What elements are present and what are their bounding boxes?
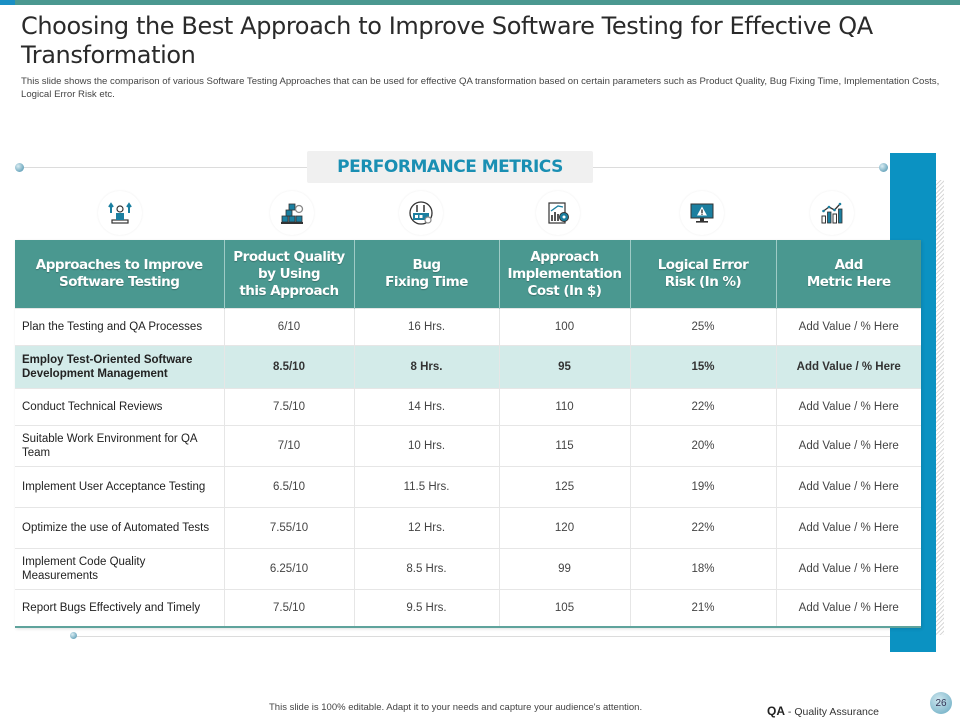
slide-subtitle: This slide shows the comparison of vario…	[21, 76, 940, 100]
cell-metric: Add Value / % Here	[775, 425, 921, 467]
cell-metric: Add Value / % Here	[775, 345, 921, 389]
cell-risk: 25%	[629, 308, 776, 346]
table-header-row: Approaches to Improve Software Testing P…	[15, 240, 921, 309]
header-add-metric: Add Metric Here	[775, 240, 921, 309]
cell-quality: 6/10	[223, 308, 354, 346]
table-row: Optimize the use of Automated Tests 7.55…	[15, 507, 921, 549]
header-bug-fixing-time: Bug Fixing Time	[353, 240, 499, 309]
header-logical-error-risk: Logical Error Risk (In %)	[629, 240, 776, 309]
header-approach: Approaches to Improve Software Testing	[15, 240, 224, 309]
cell-cost: 120	[498, 507, 630, 549]
cell-quality: 6.25/10	[223, 548, 354, 590]
table-row: Suitable Work Environment for QA Team 7/…	[15, 425, 921, 467]
table-row-highlighted: Employ Test-Oriented Software Developmen…	[15, 345, 921, 389]
slide-title: Choosing the Best Approach to Improve So…	[21, 12, 873, 69]
cell-approach: Implement Code Quality Measurements	[15, 548, 224, 590]
cell-approach: Report Bugs Effectively and Timely	[15, 589, 224, 627]
person-growth-icon	[98, 191, 142, 235]
table-row: Implement Code Quality Measurements 6.25…	[15, 548, 921, 590]
header-product-quality: Product Quality by Using this Approach	[223, 240, 354, 309]
cell-quality: 7.5/10	[223, 589, 354, 627]
bottom-divider-line	[76, 636, 890, 637]
cell-metric: Add Value / % Here	[775, 507, 921, 549]
top-accent-bar	[0, 0, 960, 5]
cell-quality: 6.5/10	[223, 466, 354, 508]
cell-risk: 22%	[629, 507, 776, 549]
footer-brand-abbr: QA	[767, 704, 785, 718]
bullet-dot-left	[15, 163, 24, 172]
table-row: Conduct Technical Reviews 7.5/10 14 Hrs.…	[15, 388, 921, 426]
cell-bug-time: 14 Hrs.	[353, 388, 499, 426]
cell-risk: 19%	[629, 466, 776, 508]
cell-quality: 7/10	[223, 425, 354, 467]
page-number-badge: 26	[930, 692, 952, 714]
cell-approach: Suitable Work Environment for QA Team	[15, 425, 224, 467]
top-accent-tab	[0, 0, 15, 5]
cell-risk: 21%	[629, 589, 776, 627]
cell-risk: 18%	[629, 548, 776, 590]
bottom-bullet-dot	[70, 632, 77, 639]
decorative-hatch	[936, 180, 944, 635]
table-row: Implement User Acceptance Testing 6.5/10…	[15, 466, 921, 508]
monitor-warning-icon	[680, 191, 724, 235]
cell-quality: 7.55/10	[223, 507, 354, 549]
bullet-dot-right	[879, 163, 888, 172]
cell-bug-time: 16 Hrs.	[353, 308, 499, 346]
cell-approach: Plan the Testing and QA Processes	[15, 308, 224, 346]
cell-risk: 20%	[629, 425, 776, 467]
header-implementation-cost: Approach Implementation Cost (In $)	[498, 240, 630, 309]
table-row: Plan the Testing and QA Processes 6/10 1…	[15, 308, 921, 346]
cell-cost: 125	[498, 466, 630, 508]
tools-gear-icon	[399, 191, 443, 235]
footer-note: This slide is 100% editable. Adapt it to…	[269, 702, 643, 713]
cell-cost: 95	[498, 345, 630, 389]
cell-bug-time: 11.5 Hrs.	[353, 466, 499, 508]
cell-cost: 110	[498, 388, 630, 426]
cell-metric: Add Value / % Here	[775, 308, 921, 346]
cell-bug-time: 8.5 Hrs.	[353, 548, 499, 590]
cell-quality: 8.5/10	[223, 345, 354, 389]
cell-approach: Conduct Technical Reviews	[15, 388, 224, 426]
cell-bug-time: 8 Hrs.	[353, 345, 499, 389]
cell-cost: 105	[498, 589, 630, 627]
cell-cost: 100	[498, 308, 630, 346]
boxes-gear-icon	[270, 191, 314, 235]
footer-brand: QA - Quality Assurance	[767, 704, 879, 718]
approach-comparison-table: Approaches to Improve Software Testing P…	[15, 240, 921, 628]
footer-brand-text: - Quality Assurance	[785, 706, 879, 718]
divider-line-right	[593, 167, 883, 168]
cell-metric: Add Value / % Here	[775, 466, 921, 508]
cell-approach: Employ Test-Oriented Software Developmen…	[15, 345, 224, 389]
section-label: PERFORMANCE METRICS	[307, 151, 593, 183]
cell-approach: Implement User Acceptance Testing	[15, 466, 224, 508]
cell-cost: 99	[498, 548, 630, 590]
report-chart-icon	[536, 191, 580, 235]
cell-bug-time: 9.5 Hrs.	[353, 589, 499, 627]
table-row: Report Bugs Effectively and Timely 7.5/1…	[15, 589, 921, 627]
cell-approach: Optimize the use of Automated Tests	[15, 507, 224, 549]
cell-quality: 7.5/10	[223, 388, 354, 426]
cell-cost: 115	[498, 425, 630, 467]
bar-line-chart-icon	[810, 191, 854, 235]
cell-risk: 15%	[629, 345, 776, 389]
cell-risk: 22%	[629, 388, 776, 426]
cell-metric: Add Value / % Here	[775, 589, 921, 627]
cell-bug-time: 10 Hrs.	[353, 425, 499, 467]
cell-metric: Add Value / % Here	[775, 388, 921, 426]
cell-bug-time: 12 Hrs.	[353, 507, 499, 549]
cell-metric: Add Value / % Here	[775, 548, 921, 590]
divider-line-left	[22, 167, 307, 168]
